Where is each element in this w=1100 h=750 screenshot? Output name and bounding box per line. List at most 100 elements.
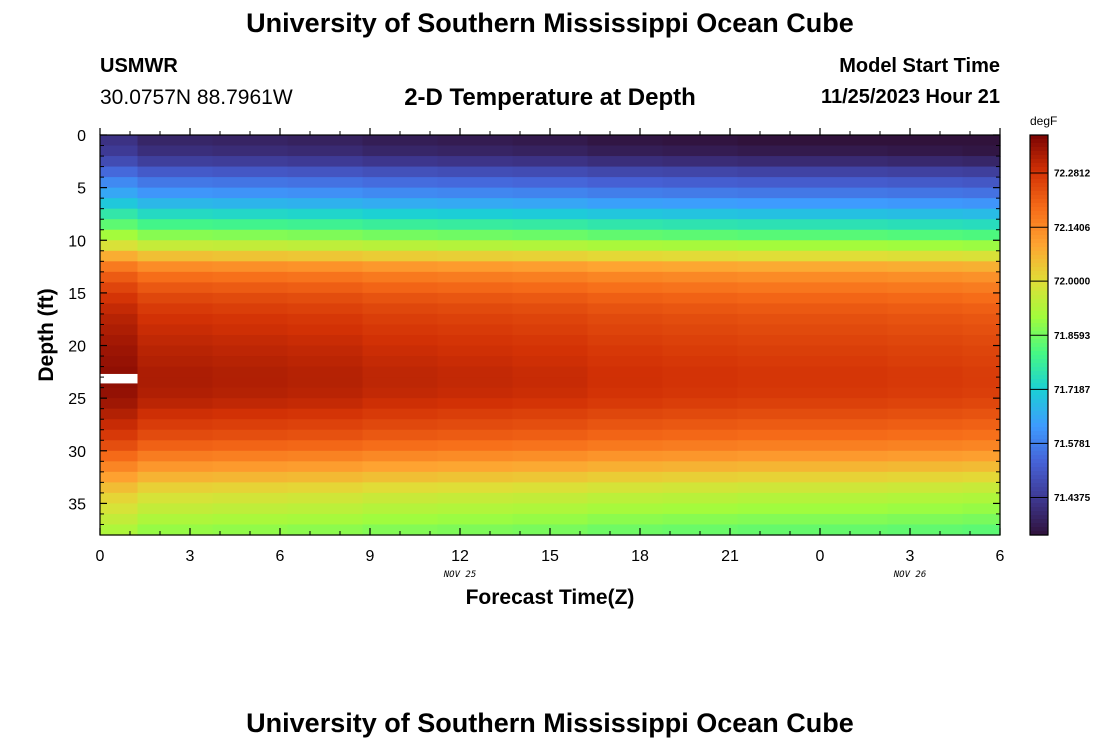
colorbar-segment (1030, 523, 1048, 528)
heatmap-cell (212, 345, 289, 357)
heatmap-cell (212, 471, 289, 483)
heatmap-cell (287, 398, 364, 410)
heatmap-cell (887, 292, 964, 305)
heatmap-cell (137, 177, 214, 189)
heatmap-cell (737, 513, 814, 526)
heatmap-cell (137, 335, 214, 347)
heatmap-cell (100, 219, 139, 231)
heatmap-cell (812, 282, 889, 294)
heatmap-cell (362, 292, 439, 305)
heatmap-cell (887, 450, 964, 462)
x-tick-label: 21 (721, 548, 739, 565)
station-id: USMWR (100, 55, 178, 77)
model-start-value: 11/25/2023 Hour 21 (820, 86, 1000, 108)
heatmap-cell (100, 492, 139, 505)
heatmap-cell (662, 313, 739, 326)
heatmap-cell (587, 366, 664, 378)
heatmap-cell (812, 177, 889, 189)
heatmap-cell (287, 356, 364, 368)
heatmap-cell (887, 324, 964, 336)
colorbar-segment (1030, 419, 1048, 424)
colorbar-segment (1030, 283, 1048, 288)
heatmap-cell (362, 471, 439, 483)
colorbar-segment (1030, 199, 1048, 204)
heatmap-cell (962, 177, 1001, 189)
heatmap-cell (437, 177, 514, 189)
x-tick-label: 0 (816, 548, 825, 565)
heatmap-cell (512, 503, 589, 515)
heatmap-cell (137, 303, 214, 315)
heatmap-cell (887, 135, 964, 147)
heatmap-cell (287, 492, 364, 505)
heatmap-cell (962, 250, 1001, 262)
heatmap-cell (437, 440, 514, 452)
heatmap-cell (587, 282, 664, 294)
heatmap-cell (737, 156, 814, 168)
heatmap-cell (100, 271, 139, 283)
heatmap-cell (587, 198, 664, 210)
heatmap-cell (662, 450, 739, 462)
colorbar-segment (1030, 167, 1048, 172)
heatmap-cell (962, 461, 1001, 473)
heatmap-cell (587, 429, 664, 441)
colorbar-segment (1030, 511, 1048, 516)
heatmap-cell (212, 177, 289, 189)
colorbar-segment (1030, 151, 1048, 156)
colorbar-segment (1030, 371, 1048, 376)
heatmap-cell (737, 177, 814, 189)
heatmap-cell (887, 282, 964, 294)
heatmap-cell (212, 503, 289, 515)
colorbar-segment (1030, 411, 1048, 416)
colorbar-segment (1030, 195, 1048, 200)
colorbar-segment (1030, 443, 1048, 448)
heatmap-cell (887, 356, 964, 368)
heatmap-cell (737, 292, 814, 305)
heatmap-cell (962, 492, 1001, 505)
y-tick-label: 25 (68, 391, 86, 408)
heatmap-cell (437, 419, 514, 431)
colorbar-segment (1030, 343, 1048, 348)
heatmap-cell (737, 313, 814, 326)
heatmap-cell (212, 208, 289, 220)
heatmap-cell (362, 398, 439, 410)
colorbar-segment (1030, 403, 1048, 408)
heatmap-cell (737, 482, 814, 494)
heatmap-cell (287, 419, 364, 431)
heatmap-cell (137, 377, 214, 389)
heatmap-cell (287, 166, 364, 178)
heatmap-cell (437, 366, 514, 378)
heatmap-cell (212, 292, 289, 305)
heatmap-cell (437, 398, 514, 410)
heatmap-cell (437, 408, 514, 420)
heatmap-cell (737, 187, 814, 199)
heatmap-cell (137, 271, 214, 283)
heatmap-cell (812, 229, 889, 241)
heatmap-cell (287, 135, 364, 147)
heatmap-cell (662, 398, 739, 410)
heatmap-cell (137, 524, 214, 536)
heatmap-cell (812, 513, 889, 526)
heatmap-cell (362, 450, 439, 462)
heatmap-cell (587, 156, 664, 168)
heatmap-cell (662, 271, 739, 283)
heatmap-cell (100, 408, 139, 420)
heatmap-cell (362, 166, 439, 178)
heatmap-cell (962, 335, 1001, 347)
heatmap-cell (812, 366, 889, 378)
colorbar-segment (1030, 335, 1048, 340)
colorbar-segment (1030, 263, 1048, 268)
heatmap-cell (212, 429, 289, 441)
heatmap-cell (587, 471, 664, 483)
colorbar-segment (1030, 203, 1048, 208)
x-tick-label: 3 (186, 548, 195, 565)
heatmap-cell (437, 313, 514, 326)
heatmap-cell (287, 471, 364, 483)
heatmap-cell (137, 429, 214, 441)
heatmap-cell (887, 187, 964, 199)
heatmap-cell (812, 145, 889, 157)
heatmap-cell (100, 303, 139, 315)
heatmap-cell (587, 503, 664, 515)
heatmap-cell (287, 482, 364, 494)
heatmap-cell (887, 366, 964, 378)
heatmap-cell (662, 250, 739, 262)
